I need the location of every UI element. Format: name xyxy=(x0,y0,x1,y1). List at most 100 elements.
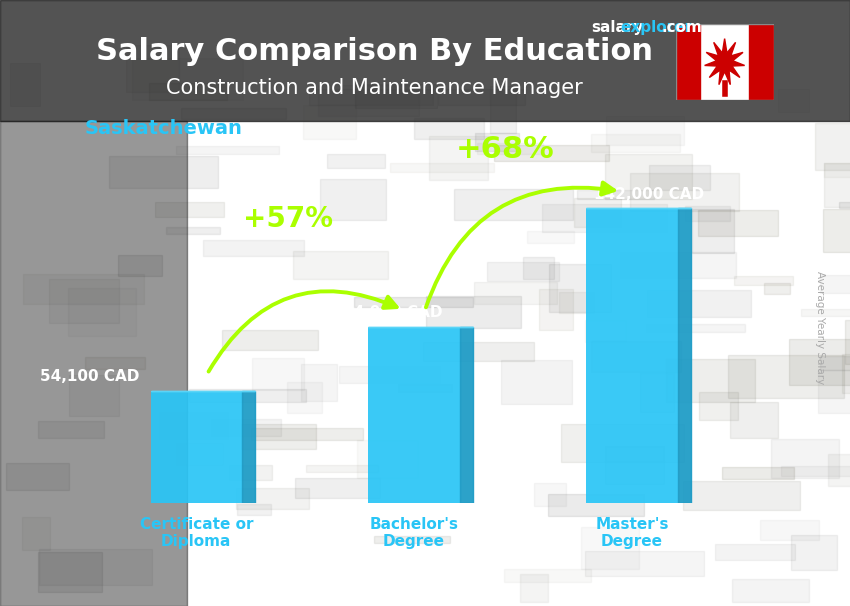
Bar xyxy=(241,424,316,448)
Bar xyxy=(368,327,460,503)
Bar xyxy=(426,296,521,328)
Bar xyxy=(846,321,850,364)
Bar xyxy=(23,274,144,304)
Bar xyxy=(21,518,50,550)
Bar xyxy=(649,165,710,190)
Text: Construction and Maintenance Manager: Construction and Maintenance Manager xyxy=(166,78,582,98)
Bar xyxy=(159,411,228,439)
Bar xyxy=(606,116,684,145)
Bar xyxy=(0,0,850,121)
Text: Average Yearly Salary: Average Yearly Salary xyxy=(815,271,825,384)
Bar xyxy=(390,164,495,172)
Bar xyxy=(176,145,279,154)
Bar xyxy=(203,239,303,256)
Bar xyxy=(820,356,850,370)
Text: Salary Comparison By Education: Salary Comparison By Education xyxy=(95,37,653,66)
Bar xyxy=(49,279,120,323)
Bar xyxy=(503,569,591,582)
Text: .com: .com xyxy=(661,20,702,35)
Bar xyxy=(110,156,218,188)
Bar xyxy=(520,574,547,602)
Text: +57%: +57% xyxy=(243,205,333,233)
Bar xyxy=(824,162,850,207)
Bar xyxy=(176,443,223,465)
Polygon shape xyxy=(705,39,745,85)
Text: 84,900 CAD: 84,900 CAD xyxy=(343,305,442,321)
Bar xyxy=(295,478,380,498)
Bar xyxy=(839,202,850,208)
Bar xyxy=(474,282,557,304)
Bar xyxy=(502,359,571,404)
Bar xyxy=(237,504,271,515)
Bar xyxy=(640,373,674,412)
Bar xyxy=(764,283,790,294)
Bar xyxy=(581,527,638,569)
Bar xyxy=(222,330,318,350)
Bar xyxy=(301,364,337,401)
Bar xyxy=(287,382,322,413)
Bar xyxy=(190,390,306,402)
Bar xyxy=(591,134,680,153)
Bar xyxy=(685,205,729,221)
Polygon shape xyxy=(677,208,691,503)
Bar xyxy=(477,142,543,155)
Bar xyxy=(69,376,119,416)
Bar xyxy=(39,549,152,585)
Bar xyxy=(132,58,243,100)
Bar xyxy=(541,204,667,232)
Bar xyxy=(0,121,187,606)
Bar xyxy=(423,342,534,361)
Bar xyxy=(166,227,220,234)
Bar xyxy=(820,275,850,293)
Bar xyxy=(251,428,363,440)
Bar xyxy=(399,384,452,392)
Text: Saskatchewan: Saskatchewan xyxy=(85,119,243,138)
Bar xyxy=(10,62,40,107)
Bar xyxy=(490,86,516,133)
Bar xyxy=(539,288,573,330)
Bar xyxy=(438,89,524,105)
Polygon shape xyxy=(242,391,255,503)
Bar xyxy=(181,108,286,119)
Bar xyxy=(306,465,378,472)
Bar xyxy=(374,536,450,543)
Bar xyxy=(585,551,704,576)
Bar xyxy=(118,255,162,276)
Bar xyxy=(320,179,386,220)
Bar xyxy=(842,355,850,393)
Bar xyxy=(828,454,850,486)
Bar xyxy=(354,297,473,307)
Bar xyxy=(585,321,626,342)
Bar xyxy=(778,89,809,112)
Bar xyxy=(789,339,850,385)
Bar xyxy=(212,419,281,436)
Bar xyxy=(534,483,566,506)
Text: +68%: +68% xyxy=(456,135,555,164)
Text: explorer: explorer xyxy=(620,20,693,35)
Bar xyxy=(68,288,135,336)
Bar xyxy=(85,358,144,370)
Bar xyxy=(487,262,558,281)
Bar xyxy=(252,358,303,390)
Bar xyxy=(549,264,611,312)
Bar xyxy=(355,84,437,108)
Bar xyxy=(309,88,433,105)
Bar xyxy=(647,290,751,317)
Bar xyxy=(229,465,272,480)
Text: 54,100 CAD: 54,100 CAD xyxy=(40,369,139,384)
Bar xyxy=(577,190,654,199)
Bar xyxy=(327,155,385,168)
Bar xyxy=(781,467,850,476)
Bar xyxy=(454,189,573,220)
Bar xyxy=(815,123,850,170)
Bar xyxy=(666,359,755,402)
Bar xyxy=(561,424,684,462)
Bar xyxy=(293,251,388,279)
Bar xyxy=(818,370,850,413)
Bar xyxy=(303,105,356,139)
Bar xyxy=(414,118,484,139)
Bar xyxy=(604,154,692,199)
Text: 142,000 CAD: 142,000 CAD xyxy=(594,187,705,202)
Bar xyxy=(734,276,793,285)
Bar xyxy=(692,208,734,253)
